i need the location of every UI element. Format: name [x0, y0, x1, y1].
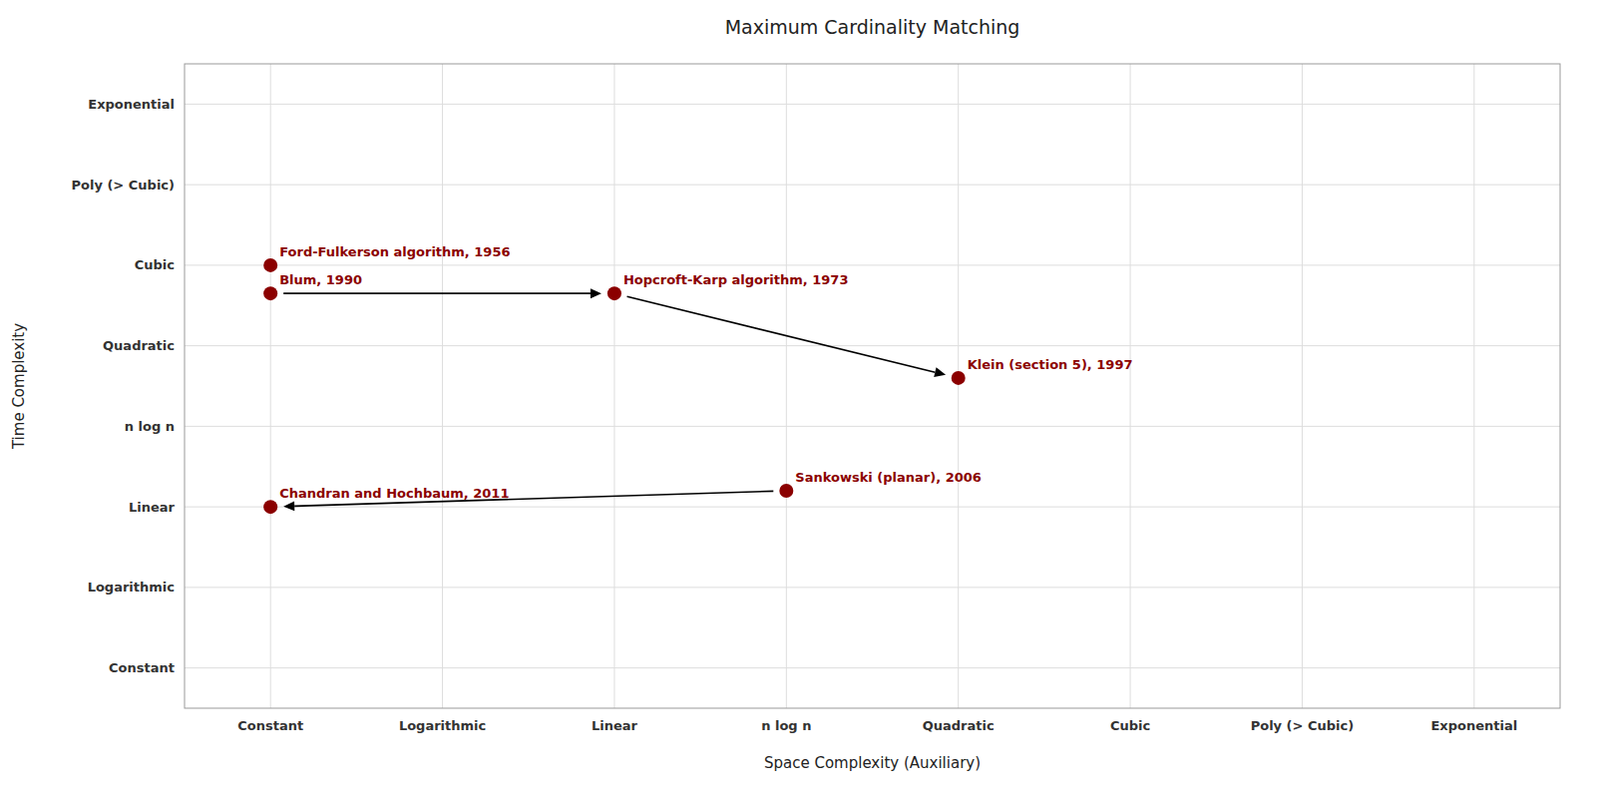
point [779, 483, 794, 498]
arrow-head [933, 367, 946, 378]
arrow-shaft [283, 292, 591, 295]
arrow-head [590, 288, 602, 299]
point-label: Blum, 1990 [279, 272, 363, 288]
point [263, 286, 278, 301]
x-tick-label: Constant [237, 718, 304, 734]
point-label: Sankowski (planar), 2006 [795, 469, 982, 485]
grid-line-y [184, 586, 1561, 588]
point [263, 258, 278, 273]
point [951, 371, 966, 386]
grid-line-y [184, 506, 1561, 508]
arrow-head [283, 500, 295, 511]
grid-line-y [184, 103, 1561, 105]
x-tick-label: Linear [591, 718, 639, 734]
x-tick-label: n log n [761, 718, 811, 734]
grid-line-x [441, 63, 443, 709]
x-tick-label: Quadratic [922, 718, 995, 734]
grid-line-y [184, 345, 1561, 347]
x-tick-label: Poly (> Cubic) [1250, 718, 1354, 734]
x-tick-label: Cubic [1110, 718, 1151, 734]
grid-line-x [786, 63, 788, 709]
grid-line-x [1473, 63, 1475, 709]
y-tick-label: Exponential [87, 96, 175, 112]
y-tick-label: Logarithmic [87, 579, 175, 595]
y-tick-label: Constant [108, 660, 175, 676]
point-labels: Ford-Fulkerson algorithm, 1956 Blum, 1990… [279, 244, 1133, 501]
grid-line-y [184, 184, 1561, 186]
plot-frame [184, 63, 1561, 709]
chart: Constant Logarithmic Linear n log n Quadrati… [0, 0, 1600, 792]
point-label: Klein (section 5), 1997 [967, 357, 1134, 373]
point-label: Chandran and Hochbaum, 2011 [279, 485, 509, 501]
arrow [627, 296, 947, 378]
grid [184, 63, 1561, 709]
arrow [283, 288, 602, 299]
y-tick-label: Cubic [134, 257, 175, 273]
y-tick-label: Poly (> Cubic) [71, 177, 175, 193]
grid-line-x [1130, 63, 1132, 709]
point-label: Ford-Fulkerson algorithm, 1956 [279, 244, 510, 260]
x-tick-label: Exponential [1430, 718, 1518, 734]
grid-line-y [184, 425, 1561, 427]
y-tick-label: Quadratic [102, 338, 175, 354]
grid-line-y [184, 667, 1561, 669]
grid-line-x [1301, 63, 1303, 709]
grid-line-x [613, 63, 615, 709]
point [263, 499, 278, 514]
point-label: Hopcroft-Karp algorithm, 1973 [623, 272, 849, 288]
x-axis-label: Space Complexity (Auxiliary) [764, 754, 981, 773]
grid-line-y [184, 264, 1561, 266]
y-tick-label: n log n [124, 418, 175, 434]
x-tick-label: Logarithmic [399, 718, 486, 734]
arrow-shaft [627, 296, 936, 373]
grid-line-x [957, 63, 959, 709]
point [607, 286, 622, 301]
y-axis-label: Time Complexity [9, 323, 28, 450]
title: Maximum Cardinality Matching [725, 15, 1021, 38]
y-tick-label: Linear [128, 499, 176, 515]
grid-line-x [270, 63, 272, 709]
